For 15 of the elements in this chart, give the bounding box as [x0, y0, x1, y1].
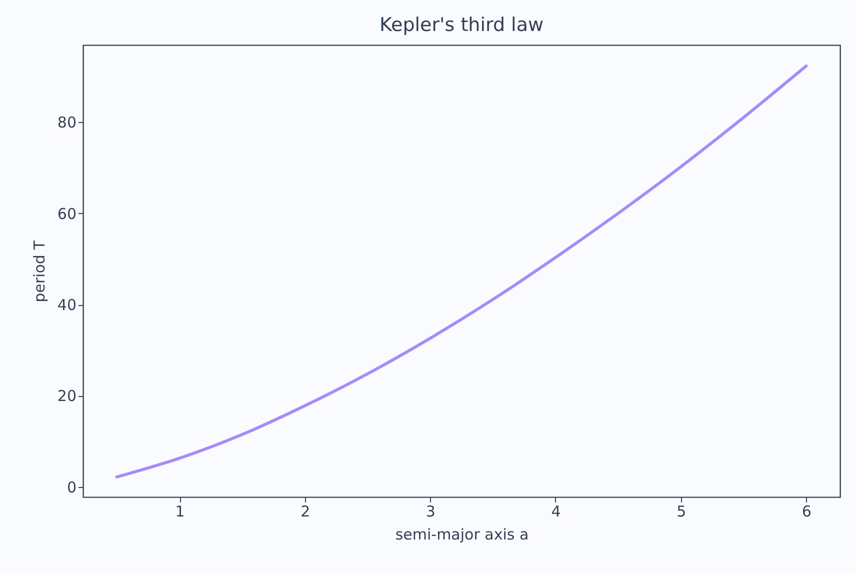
y-tick-label: 80: [57, 114, 76, 132]
y-axis-title: period T: [30, 240, 48, 302]
x-tick-label: 5: [676, 502, 686, 520]
line-series: [115, 64, 808, 478]
y-tick-label: 60: [57, 204, 76, 223]
y-tick-label: 20: [57, 387, 76, 406]
x-tick-label: 6: [802, 502, 812, 520]
x-tick-label: 1: [175, 502, 185, 520]
x-tick-label: 2: [300, 502, 310, 520]
x-tick-label: 4: [551, 502, 561, 520]
chart-title: Kepler's third law: [379, 14, 544, 36]
x-tick-label: 3: [426, 502, 436, 520]
y-tick-label: 0: [66, 478, 76, 496]
y-tick-label: 40: [57, 296, 76, 314]
x-axis-title: semi-major axis a: [395, 526, 529, 544]
